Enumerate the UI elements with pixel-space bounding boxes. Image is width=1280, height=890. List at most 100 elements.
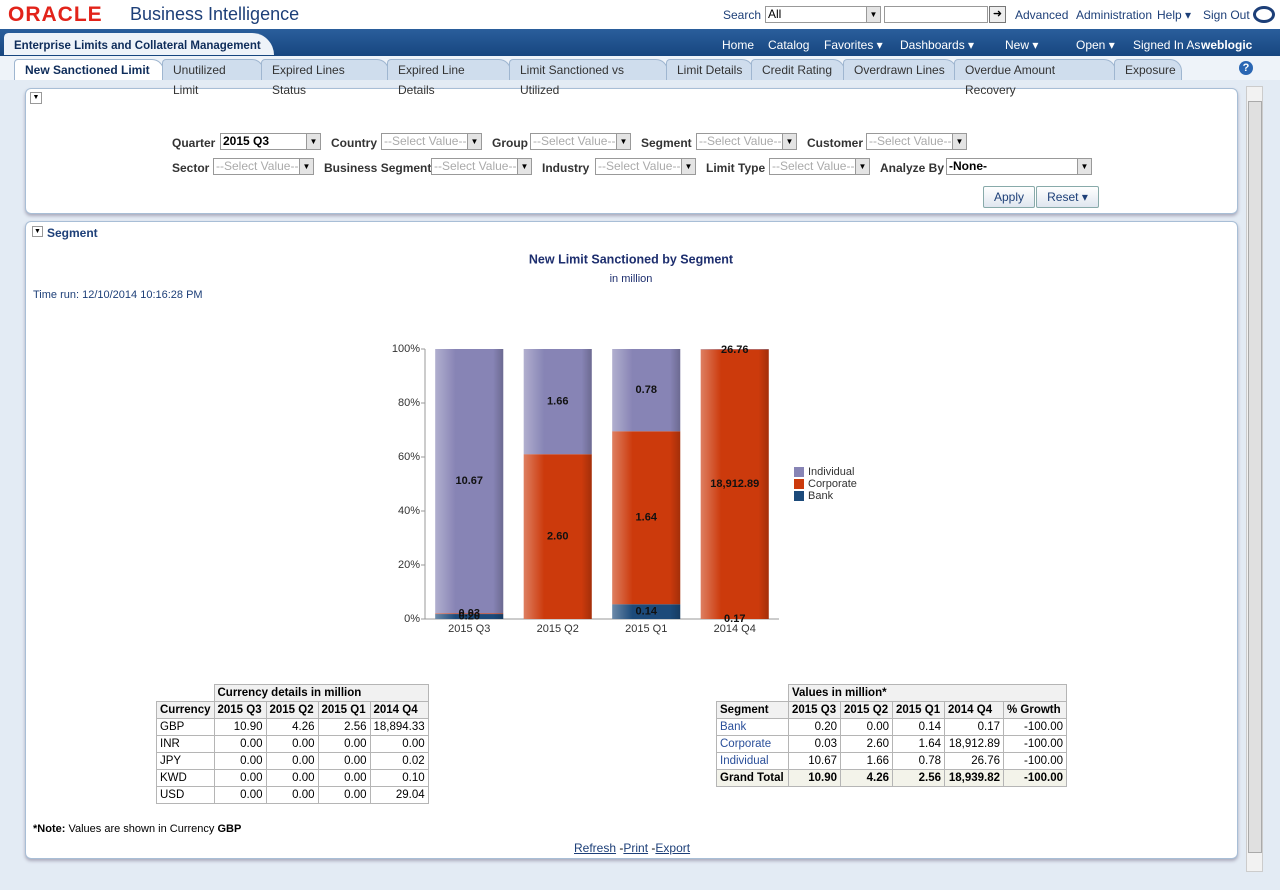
table-cell: 0.00 bbox=[317, 786, 371, 804]
filter-label: Quarter bbox=[172, 136, 216, 150]
filter-label: Analyze By bbox=[880, 161, 945, 175]
note: *Note: Values are shown in Currency GBP bbox=[33, 823, 241, 835]
table-row: INR 0.00 0.00 0.00 0.00 bbox=[156, 735, 429, 753]
tab[interactable]: Limit Details bbox=[666, 59, 754, 80]
filter-value: --Select Value-- bbox=[434, 159, 517, 173]
apply-button[interactable]: Apply bbox=[983, 186, 1035, 208]
table-cell: 10.67 bbox=[788, 752, 841, 770]
filter-value: --Select Value-- bbox=[699, 134, 782, 148]
search-go[interactable]: ➜ bbox=[989, 6, 1006, 23]
table-cell[interactable]: Corporate bbox=[716, 735, 789, 753]
collapse-prompts[interactable]: ▼ bbox=[30, 92, 42, 104]
nav-link[interactable]: Home bbox=[722, 38, 755, 52]
filter-select[interactable]: -None- ▼ bbox=[946, 158, 1092, 175]
nav-link[interactable]: New ▾ bbox=[1005, 38, 1039, 52]
scroll-thumb[interactable] bbox=[1248, 101, 1262, 853]
export-link[interactable]: Export bbox=[655, 841, 691, 855]
search-label: Search bbox=[723, 8, 762, 22]
nav-link[interactable]: Dashboards ▾ bbox=[900, 38, 975, 52]
collapse-section[interactable]: ▼ bbox=[32, 226, 43, 237]
x-tick-label: 2015 Q2 bbox=[537, 623, 579, 635]
refresh-link[interactable]: Refresh bbox=[574, 841, 617, 855]
legend-swatch bbox=[794, 491, 804, 501]
search-scope[interactable]: All ▼ bbox=[765, 6, 881, 23]
section-title: Segment bbox=[47, 226, 98, 240]
table-cell: 29.04 bbox=[369, 786, 429, 804]
user-name: weblogic bbox=[1201, 38, 1253, 52]
column-header: 2014 Q4 bbox=[944, 701, 1004, 719]
table-cell: USD bbox=[156, 786, 215, 804]
tab[interactable]: Exposure bbox=[1114, 59, 1182, 80]
reset-button[interactable]: Reset ▾ bbox=[1036, 186, 1099, 208]
value-label: 1.66 bbox=[547, 396, 568, 408]
table-cell: 0.14 bbox=[892, 718, 945, 736]
legend-label: Individual bbox=[808, 466, 854, 478]
total-cell: 10.90 bbox=[788, 769, 841, 787]
header-link[interactable]: Advanced bbox=[1015, 8, 1069, 22]
oracle-icon bbox=[1253, 6, 1275, 23]
table-cell: 0.03 bbox=[788, 735, 841, 753]
print-link[interactable]: Print bbox=[623, 841, 649, 855]
value-label: 26.76 bbox=[721, 344, 749, 356]
filter-select[interactable]: --Select Value-- ▼ bbox=[696, 133, 797, 150]
filter-select[interactable]: 2015 Q3 ▼ bbox=[220, 133, 321, 150]
table-cell: 4.26 bbox=[265, 718, 319, 736]
filter-select[interactable]: --Select Value-- ▼ bbox=[213, 158, 314, 175]
tab[interactable]: Credit Rating bbox=[751, 59, 845, 80]
table-cell: 1.64 bbox=[892, 735, 945, 753]
value-label: 0.17 bbox=[724, 613, 745, 625]
help-icon[interactable]: ? bbox=[1239, 61, 1253, 75]
tab[interactable]: Overdrawn Lines bbox=[843, 59, 957, 80]
table-cell: 18,894.33 bbox=[369, 718, 429, 736]
y-tick-label: 60% bbox=[398, 451, 420, 463]
header-link[interactable]: Help ▾ bbox=[1157, 8, 1192, 22]
filter-select[interactable]: --Select Value-- ▼ bbox=[381, 133, 482, 150]
filter-select[interactable]: --Select Value-- ▼ bbox=[595, 158, 696, 175]
bar-shine bbox=[435, 613, 504, 615]
search-input[interactable] bbox=[884, 6, 988, 23]
header-link[interactable]: Sign Out bbox=[1203, 8, 1250, 22]
total-cell: 2.56 bbox=[892, 769, 945, 787]
filter-select[interactable]: --Select Value-- ▼ bbox=[431, 158, 532, 175]
dropdown-arrow: ▼ bbox=[306, 134, 320, 149]
tab[interactable]: Expired Line Details bbox=[387, 59, 511, 97]
table-cell[interactable]: Individual bbox=[716, 752, 789, 770]
bar-shine bbox=[612, 604, 681, 619]
currency-table: Currency details in million Currency 2015 … bbox=[156, 684, 429, 804]
dropdown-arrow: ▼ bbox=[681, 159, 695, 174]
table-cell[interactable]: Bank bbox=[716, 718, 789, 736]
table-cell: 0.00 bbox=[213, 786, 267, 804]
x-tick-label: 2015 Q1 bbox=[625, 623, 667, 635]
tab[interactable]: Unutilized Limit bbox=[162, 59, 264, 97]
tab[interactable]: Limit Sanctioned vs Utilized bbox=[509, 59, 668, 97]
nav-link[interactable]: Open ▾ bbox=[1076, 38, 1115, 52]
x-tick-label: 2014 Q4 bbox=[714, 623, 756, 635]
tab[interactable]: Expired Lines Status bbox=[261, 59, 389, 97]
value-label: 2.60 bbox=[547, 531, 568, 543]
legend-swatch bbox=[794, 479, 804, 489]
filter-value: --Select Value-- bbox=[384, 134, 467, 148]
scrollbar[interactable] bbox=[1246, 86, 1263, 872]
tab[interactable]: New Sanctioned Limit bbox=[14, 59, 164, 80]
bar-shine bbox=[435, 614, 504, 619]
nav-link[interactable]: Favorites ▾ bbox=[824, 38, 883, 52]
signed-in-label: Signed In As bbox=[1133, 38, 1201, 52]
table-cell: KWD bbox=[156, 769, 215, 787]
nav-link[interactable]: Catalog bbox=[768, 38, 810, 52]
filter-label: Sector bbox=[172, 161, 210, 175]
table-cell: 0.78 bbox=[892, 752, 945, 770]
tab[interactable]: Overdue Amount Recovery bbox=[954, 59, 1116, 97]
header-link[interactable]: Administration bbox=[1076, 8, 1153, 22]
table-cell: 26.76 bbox=[944, 752, 1004, 770]
total-cell: -100.00 bbox=[1003, 769, 1067, 787]
table-cell: 0.00 bbox=[265, 769, 319, 787]
filter-select[interactable]: --Select Value-- ▼ bbox=[866, 133, 967, 150]
table-cell: 2.56 bbox=[317, 718, 371, 736]
logo: ORACLE bbox=[8, 3, 103, 26]
filter-value: -None- bbox=[949, 159, 987, 173]
total-cell: 4.26 bbox=[840, 769, 893, 787]
dropdown-arrow: ▼ bbox=[299, 159, 313, 174]
filter-select[interactable]: --Select Value-- ▼ bbox=[769, 158, 870, 175]
filter-select[interactable]: --Select Value-- ▼ bbox=[530, 133, 631, 150]
